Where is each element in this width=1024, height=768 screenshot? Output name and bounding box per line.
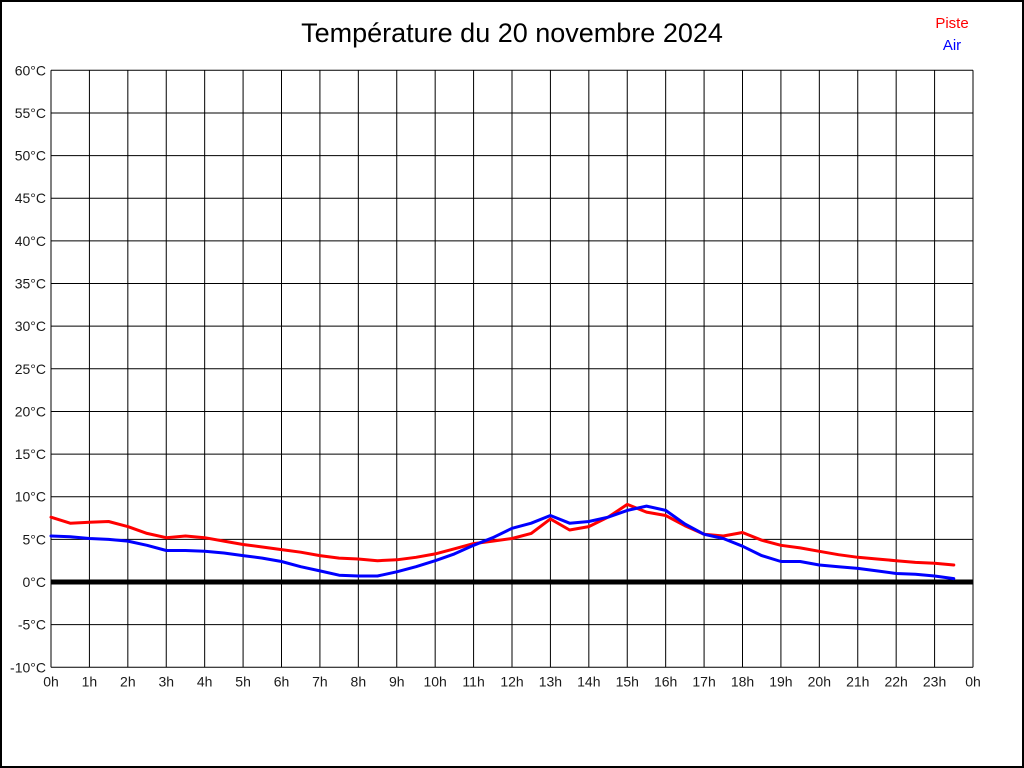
x-tick-label: 12h [500, 673, 523, 689]
x-tick-label: 19h [769, 673, 792, 689]
y-tick-label: -5°C [18, 617, 46, 633]
x-tick-label: 20h [808, 673, 831, 689]
y-tick-label: 45°C [15, 190, 46, 206]
piste-temperature-line [49, 502, 956, 567]
x-tick-label: 21h [846, 673, 869, 689]
x-tick-label: 14h [577, 673, 600, 689]
x-tick-label: 23h [923, 673, 946, 689]
x-tick-label: 0h [43, 673, 59, 689]
y-tick-label: 20°C [15, 403, 46, 419]
y-tick-label: 30°C [15, 318, 46, 334]
x-tick-label: 6h [274, 673, 290, 689]
x-tick-label: 10h [423, 673, 446, 689]
x-tick-label: 9h [389, 673, 405, 689]
x-tick-label: 13h [539, 673, 562, 689]
y-tick-label: 5°C [23, 531, 47, 547]
x-tick-label: 7h [312, 673, 328, 689]
x-tick-label: 5h [235, 673, 251, 689]
y-tick-label: 35°C [15, 276, 46, 292]
chart-legend: Piste Air [912, 13, 992, 57]
legend-item-piste: Piste [935, 15, 969, 32]
y-tick-label: 55°C [15, 105, 46, 121]
x-tick-label: 17h [692, 673, 715, 689]
x-tick-label: 8h [351, 673, 367, 689]
x-tick-label: 1h [82, 673, 98, 689]
x-tick-label: 16h [654, 673, 677, 689]
y-tick-label: 40°C [15, 233, 46, 249]
chart-title: Température du 20 novembre 2024 [301, 18, 723, 48]
x-tick-label: 3h [158, 673, 174, 689]
x-tick-label: 2h [120, 673, 136, 689]
y-tick-label: 15°C [15, 446, 46, 462]
y-tick-label: 10°C [15, 489, 46, 505]
x-tick-label: 18h [731, 673, 754, 689]
y-tick-label: 25°C [15, 361, 46, 377]
x-tick-label: 22h [884, 673, 907, 689]
y-tick-label: 60°C [15, 62, 46, 78]
y-tick-label: -10°C [10, 659, 46, 675]
x-tick-label: 11h [462, 673, 484, 689]
y-tick-label: 50°C [15, 148, 46, 164]
x-tick-label: 0h [965, 673, 981, 689]
legend-item-air: Air [942, 37, 962, 54]
y-tick-label: 0°C [23, 574, 47, 590]
air-temperature-line [49, 504, 956, 581]
x-tick-label: 15h [616, 673, 639, 689]
x-tick-label: 4h [197, 673, 213, 689]
